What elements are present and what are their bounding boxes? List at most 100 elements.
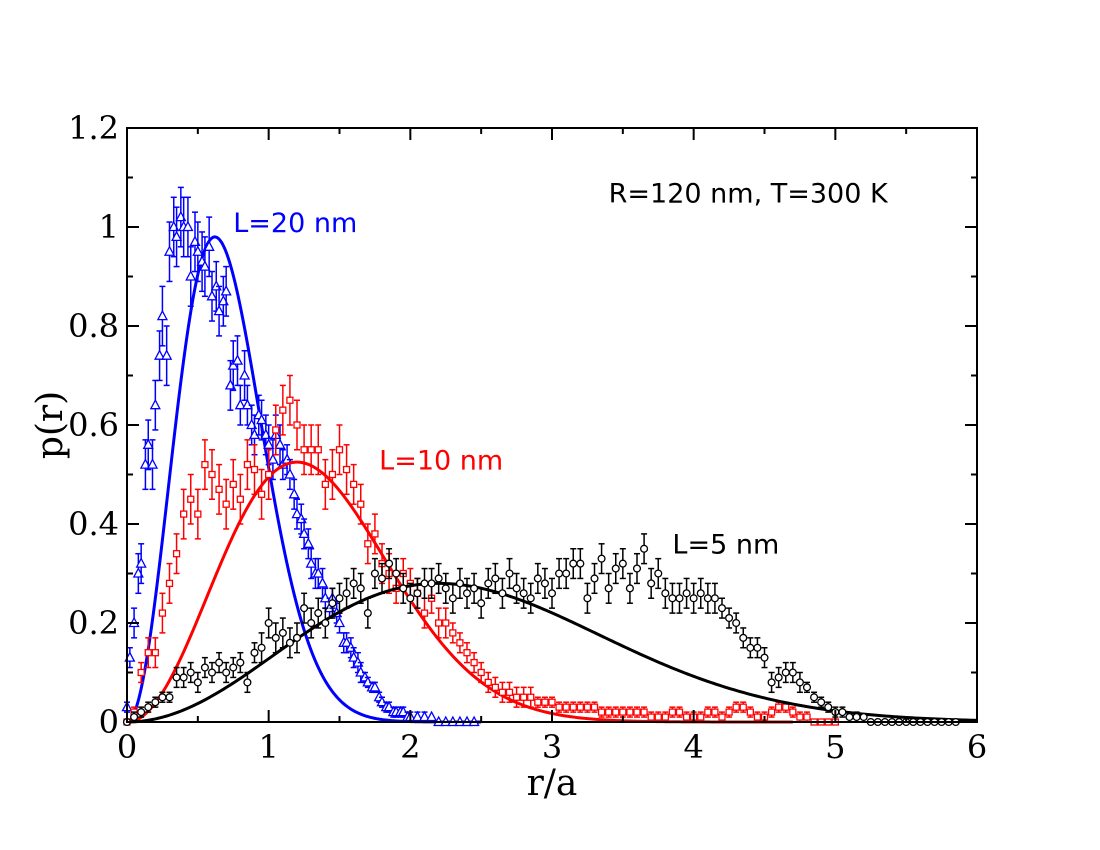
data-point xyxy=(411,710,423,722)
data-point xyxy=(215,485,223,494)
data-point xyxy=(256,413,268,425)
data-point xyxy=(484,678,492,687)
x-tick-label: 5 xyxy=(825,728,845,766)
y-tick-label: 1 xyxy=(99,208,119,246)
data-point xyxy=(682,589,691,598)
x-axis-title: r/a xyxy=(527,763,578,804)
data-point xyxy=(569,703,577,711)
data-point xyxy=(201,460,209,469)
data-point xyxy=(548,698,556,706)
data-point xyxy=(222,668,231,677)
data-point xyxy=(263,438,275,449)
data-point xyxy=(442,619,450,627)
data-point xyxy=(165,579,174,588)
data-point xyxy=(321,480,329,489)
data-point xyxy=(512,693,521,701)
data-point xyxy=(199,260,211,271)
data-point xyxy=(271,633,280,642)
data-point xyxy=(257,490,266,498)
data-point xyxy=(144,703,153,712)
data-point xyxy=(135,557,147,568)
data-point xyxy=(505,688,514,696)
data-point xyxy=(498,688,507,696)
data-point xyxy=(180,510,188,518)
data-point xyxy=(498,589,507,598)
x-tick-label: 1 xyxy=(258,728,278,766)
data-point xyxy=(555,703,563,711)
data-point xyxy=(746,708,754,716)
data-point xyxy=(767,708,776,716)
data-point xyxy=(604,584,613,593)
data-point xyxy=(824,703,833,712)
data-point xyxy=(369,680,381,692)
data-point xyxy=(718,713,726,721)
data-point xyxy=(234,398,246,410)
data-point xyxy=(130,712,139,722)
data-point xyxy=(356,584,365,593)
data-point xyxy=(746,643,755,652)
data-point xyxy=(675,708,684,716)
data-point xyxy=(250,465,259,474)
data-point xyxy=(302,537,314,548)
data-point xyxy=(342,465,351,474)
data-point xyxy=(697,713,705,721)
data-point xyxy=(838,708,847,717)
data-point xyxy=(590,703,599,711)
data-point xyxy=(590,574,599,583)
data-point xyxy=(307,446,315,454)
data-point xyxy=(668,594,677,603)
data-point xyxy=(625,584,634,593)
data-point xyxy=(293,421,301,429)
data-point xyxy=(206,289,218,301)
y-tick-label: 0 xyxy=(99,703,119,741)
data-point xyxy=(137,708,146,717)
data-point xyxy=(802,683,812,692)
data-point xyxy=(321,618,330,628)
data-point xyxy=(179,673,188,682)
data-point xyxy=(710,594,719,603)
data-point xyxy=(463,649,471,657)
data-point xyxy=(342,589,351,598)
data-point xyxy=(203,240,215,251)
data-point xyxy=(753,643,762,652)
data-point xyxy=(335,594,344,603)
data-point xyxy=(484,579,493,588)
data-point xyxy=(154,349,166,360)
data-point xyxy=(633,708,641,716)
data-point xyxy=(208,470,216,479)
series-0 xyxy=(121,186,482,727)
data-point xyxy=(576,559,585,568)
data-point xyxy=(182,220,194,232)
data-point xyxy=(647,579,656,588)
data-point xyxy=(307,618,316,628)
data-point xyxy=(146,458,159,469)
data-point xyxy=(661,589,670,598)
data-point xyxy=(267,453,279,464)
data-point xyxy=(789,708,797,716)
data-point xyxy=(151,649,159,657)
data-point xyxy=(165,693,174,702)
data-point xyxy=(732,618,741,628)
data-point xyxy=(292,633,302,642)
data-point xyxy=(385,559,394,568)
data-point xyxy=(619,708,627,716)
data-point xyxy=(392,569,401,578)
data-point xyxy=(435,619,443,627)
data-point xyxy=(520,693,528,701)
data-point xyxy=(696,589,705,598)
x-tick-label: 6 xyxy=(967,728,987,766)
data-point xyxy=(286,396,294,404)
annotation-3: L=5 nm xyxy=(672,530,779,561)
data-point xyxy=(231,354,244,365)
data-point xyxy=(448,594,457,603)
data-point xyxy=(158,693,167,702)
data-point xyxy=(158,609,167,617)
data-point xyxy=(725,613,734,623)
data-point xyxy=(413,589,422,598)
data-point xyxy=(298,527,310,539)
data-point xyxy=(540,579,549,588)
y-tick-label: 0.2 xyxy=(68,604,119,642)
data-point xyxy=(406,594,415,603)
data-point xyxy=(519,589,528,598)
data-point xyxy=(555,569,564,578)
